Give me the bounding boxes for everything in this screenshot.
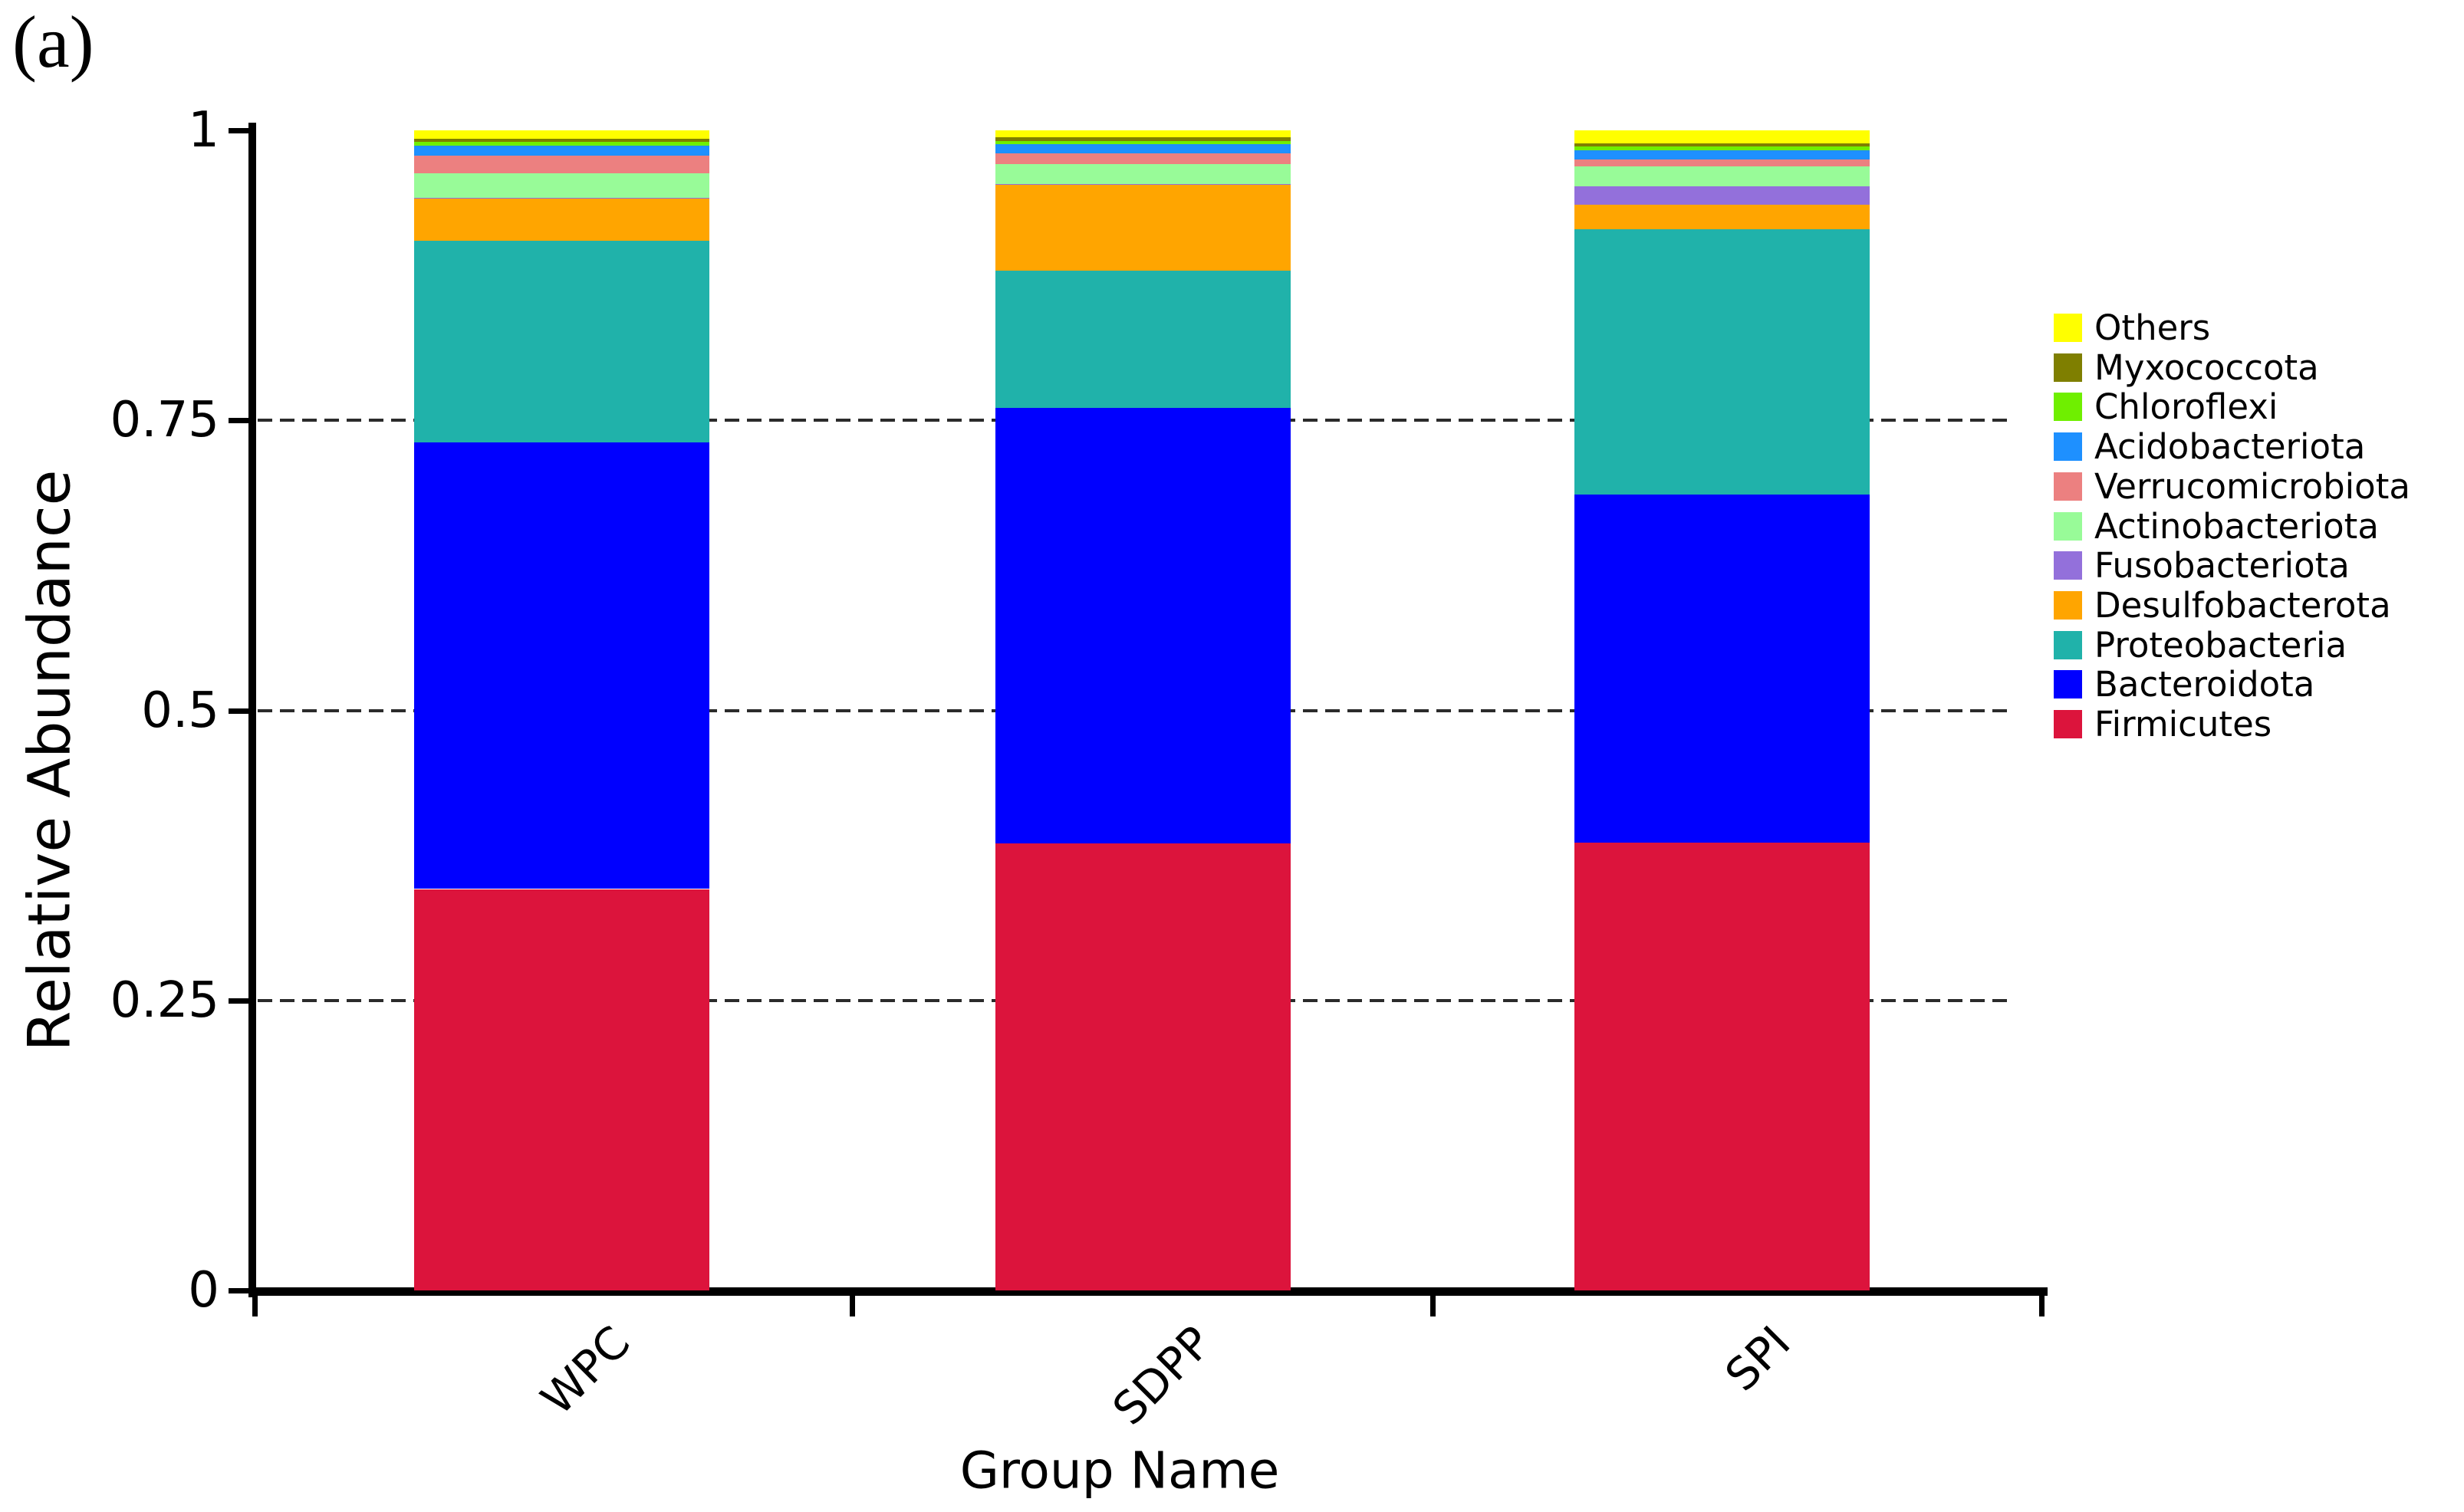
bar-spi-verrucomicrobiota bbox=[1574, 159, 1870, 166]
y-tick-label-0.25: 0.25 bbox=[110, 971, 220, 1029]
x-tick-2 bbox=[1430, 1290, 1436, 1316]
bar-sdpp-chloroflexi bbox=[995, 140, 1291, 145]
bar-wpc-myxococcota bbox=[413, 138, 709, 143]
legend-label-chloroflexi: Chloroflexi bbox=[2094, 386, 2278, 428]
legend-label-acidobacteriota: Acidobacteriota bbox=[2094, 426, 2366, 468]
y-tick-0.25 bbox=[229, 998, 253, 1004]
legend-item-bacteroidota: Bacteroidota bbox=[2054, 667, 2314, 702]
bar-spi-desulfobacterota bbox=[1574, 204, 1870, 229]
legend-label-fusobacteriota: Fusobacteriota bbox=[2094, 545, 2350, 587]
legend-item-proteobacteria: Proteobacteria bbox=[2054, 628, 2347, 662]
legend-label-desulfobacterota: Desulfobacterota bbox=[2094, 584, 2391, 626]
bar-spi-fusobacteriota bbox=[1574, 186, 1870, 205]
y-tick-0.75 bbox=[229, 418, 253, 424]
bar-wpc-desulfobacterota bbox=[413, 199, 709, 241]
legend-label-firmicutes: Firmicutes bbox=[2094, 704, 2272, 744]
x-tick-label-wpc: WPC bbox=[531, 1316, 640, 1425]
legend-swatch-desulfobacterota bbox=[2054, 590, 2082, 620]
y-tick-label-0.5: 0.5 bbox=[141, 682, 219, 739]
bar-sdpp-bacteroidota bbox=[995, 407, 1291, 844]
legend-label-actinobacteriota: Actinobacteriota bbox=[2094, 505, 2379, 547]
bar-sdpp-fusobacteriota bbox=[995, 183, 1291, 186]
bar-sdpp-others bbox=[995, 130, 1291, 138]
bar-sdpp-verrucomicrobiota bbox=[995, 153, 1291, 164]
legend-item-firmicutes: Firmicutes bbox=[2054, 707, 2272, 741]
panel-label: (a) bbox=[12, 1, 94, 83]
legend-swatch-verrucomicrobiota bbox=[2054, 472, 2082, 501]
bar-spi-chloroflexi bbox=[1574, 146, 1870, 150]
legend-label-verrucomicrobiota: Verrucomicrobiota bbox=[2094, 465, 2410, 507]
bar-wpc-chloroflexi bbox=[413, 142, 709, 146]
legend-item-myxococcota: Myxococcota bbox=[2054, 350, 2319, 385]
bar-wpc-verrucomicrobiota bbox=[413, 156, 709, 173]
x-tick-3 bbox=[2039, 1290, 2045, 1316]
legend-swatch-fusobacteriota bbox=[2054, 551, 2082, 580]
bar-spi-bacteroidota bbox=[1574, 495, 1870, 843]
x-axis-title: Group Name bbox=[959, 1441, 1280, 1500]
bar-wpc-bacteroidota bbox=[413, 442, 709, 889]
legend-label-myxococcota: Myxococcota bbox=[2094, 347, 2319, 388]
legend-item-others: Others bbox=[2054, 311, 2210, 345]
x-tick-0 bbox=[252, 1290, 258, 1316]
bar-sdpp-firmicutes bbox=[995, 843, 1291, 1290]
x-tick-label-spi: SPI bbox=[1715, 1316, 1801, 1402]
y-tick-label-0: 0 bbox=[188, 1262, 219, 1319]
y-tick-label-1: 1 bbox=[188, 102, 219, 159]
legend-swatch-actinobacteriota bbox=[2054, 511, 2082, 541]
bar-wpc-firmicutes bbox=[413, 889, 709, 1290]
y-tick-0 bbox=[229, 1288, 253, 1293]
bar-wpc-others bbox=[413, 130, 709, 139]
x-axis-spine bbox=[248, 1287, 2048, 1296]
bar-wpc-fusobacteriota bbox=[413, 197, 709, 199]
bar-wpc-acidobacteriota bbox=[413, 145, 709, 156]
x-tick-label-sdpp: SDPP bbox=[1102, 1316, 1222, 1435]
legend-label-proteobacteria: Proteobacteria bbox=[2094, 624, 2347, 666]
bar-wpc-actinobacteriota bbox=[413, 173, 709, 198]
bar-spi-myxococcota bbox=[1574, 143, 1870, 147]
legend-item-chloroflexi: Chloroflexi bbox=[2054, 390, 2278, 424]
bar-wpc-proteobacteria bbox=[413, 240, 709, 442]
legend-label-others: Others bbox=[2094, 307, 2211, 348]
bar-sdpp-acidobacteriota bbox=[995, 144, 1291, 154]
bar-spi-firmicutes bbox=[1574, 842, 1870, 1290]
bar-spi-others bbox=[1574, 130, 1870, 143]
bar-sdpp-proteobacteria bbox=[995, 271, 1291, 408]
bar-sdpp-myxococcota bbox=[995, 137, 1291, 141]
y-tick-1 bbox=[229, 128, 253, 133]
x-tick-1 bbox=[850, 1290, 855, 1316]
legend-item-fusobacteriota: Fusobacteriota bbox=[2054, 548, 2350, 583]
bar-spi-actinobacteriota bbox=[1574, 166, 1870, 186]
legend-item-desulfobacterota: Desulfobacterota bbox=[2054, 588, 2391, 623]
y-tick-label-0.75: 0.75 bbox=[110, 392, 220, 449]
legend-item-acidobacteriota: Acidobacteriota bbox=[2054, 429, 2365, 464]
legend-item-actinobacteriota: Actinobacteriota bbox=[2054, 509, 2379, 544]
bar-spi-acidobacteriota bbox=[1574, 150, 1870, 159]
legend-item-verrucomicrobiota: Verrucomicrobiota bbox=[2054, 469, 2410, 504]
legend-swatch-chloroflexi bbox=[2054, 393, 2082, 422]
legend-label-bacteroidota: Bacteroidota bbox=[2094, 664, 2315, 705]
y-tick-0.5 bbox=[229, 708, 253, 714]
legend-swatch-firmicutes bbox=[2054, 710, 2082, 738]
bar-sdpp-actinobacteriota bbox=[995, 163, 1291, 184]
bar-sdpp-desulfobacterota bbox=[995, 185, 1291, 271]
legend-swatch-proteobacteria bbox=[2054, 630, 2082, 659]
bar-spi-proteobacteria bbox=[1574, 228, 1870, 495]
legend-swatch-acidobacteriota bbox=[2054, 432, 2082, 462]
legend-swatch-others bbox=[2054, 314, 2082, 342]
legend-swatch-myxococcota bbox=[2054, 353, 2082, 382]
legend-swatch-bacteroidota bbox=[2054, 670, 2082, 699]
